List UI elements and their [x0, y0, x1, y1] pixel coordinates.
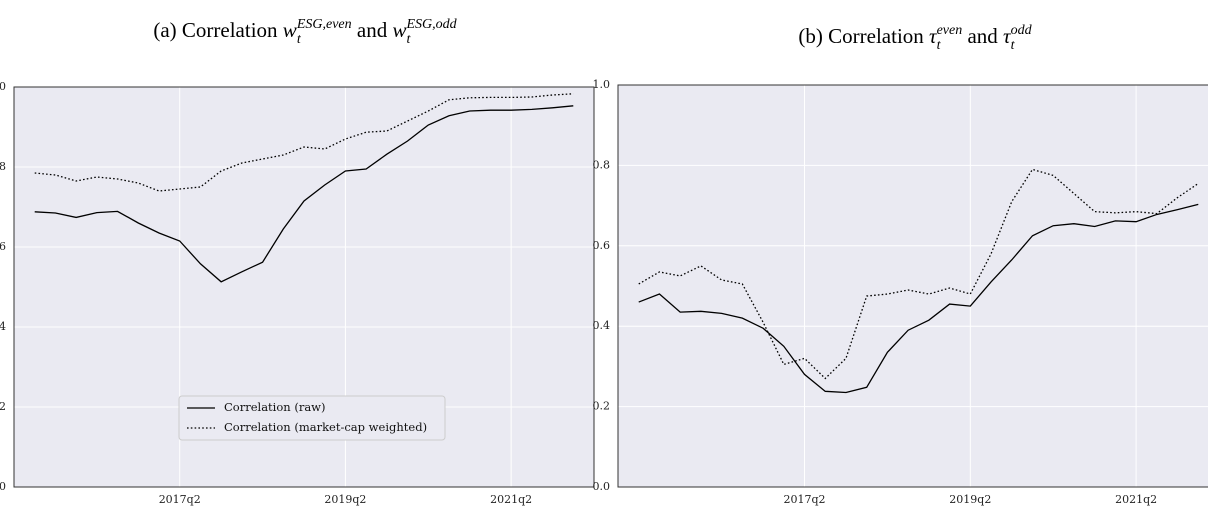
x-tick-label: 2017q2	[783, 493, 825, 506]
y-tick-label: 0.4	[0, 320, 6, 333]
title-part: ESG,even	[296, 17, 352, 32]
y-tick-label: 0.8	[593, 158, 611, 171]
title-part: and	[352, 18, 393, 42]
data-line	[34, 105, 574, 283]
y-tick-label: 0.2	[0, 400, 6, 413]
data-line	[34, 93, 574, 192]
y-tick-label: 1.0	[0, 80, 6, 93]
title-part: τ	[929, 24, 938, 48]
y-tick-label: 1.0	[593, 78, 611, 91]
y-tick-label: 0.6	[0, 240, 6, 253]
title-part: t	[937, 38, 942, 53]
title-part: t	[297, 32, 302, 47]
plot-frame	[13, 86, 595, 488]
y-tick-label: 0.8	[0, 160, 6, 173]
plot-background	[618, 85, 1208, 487]
title-part: odd	[1011, 23, 1033, 38]
panel: 0.0 0.2 0.4 0.6 0.8 1.0 2017q2 2019q2 2021q2 Corr…	[0, 80, 595, 506]
x-tick-label: 2019q2	[949, 493, 991, 506]
plot-frame	[617, 84, 1208, 488]
title-part: w	[392, 18, 406, 42]
chart-title: (a) Correlation wtESG,even and wtESG,odd	[153, 17, 457, 47]
title-part: even	[937, 23, 963, 38]
title-part: t	[406, 32, 411, 47]
title-part: (a) Correlation	[153, 18, 282, 42]
title-part: ESG,odd	[405, 17, 457, 32]
data-line	[638, 203, 1199, 394]
panel: 0.0 0.2 0.4 0.6 0.8 1.0 2017q2 2019q2 2021q2	[593, 78, 1208, 506]
title-part: and	[962, 24, 1003, 48]
title-part: t	[1011, 38, 1016, 53]
x-tick-label: 2019q2	[324, 493, 366, 506]
y-tick-label: 0.4	[593, 319, 611, 332]
x-tick-label: 2021q2	[490, 493, 532, 506]
x-tick-label: 2017q2	[159, 493, 201, 506]
y-tick-label: 0.0	[593, 480, 611, 493]
title-part: τ	[1003, 24, 1012, 48]
data-line	[638, 168, 1199, 380]
legend-label: Correlation (raw)	[224, 400, 326, 414]
y-tick-label: 0.0	[0, 480, 6, 493]
y-tick-label: 0.2	[593, 400, 611, 413]
x-tick-label: 2021q2	[1115, 493, 1157, 506]
legend-box	[178, 395, 446, 441]
legend-label: Correlation (market-cap weighted)	[224, 420, 427, 434]
title-part: (b) Correlation	[798, 24, 929, 48]
chart-title: (b) Correlation τteven and τtodd	[798, 23, 1032, 53]
title-part: w	[283, 18, 297, 42]
y-tick-label: 0.6	[593, 239, 611, 252]
